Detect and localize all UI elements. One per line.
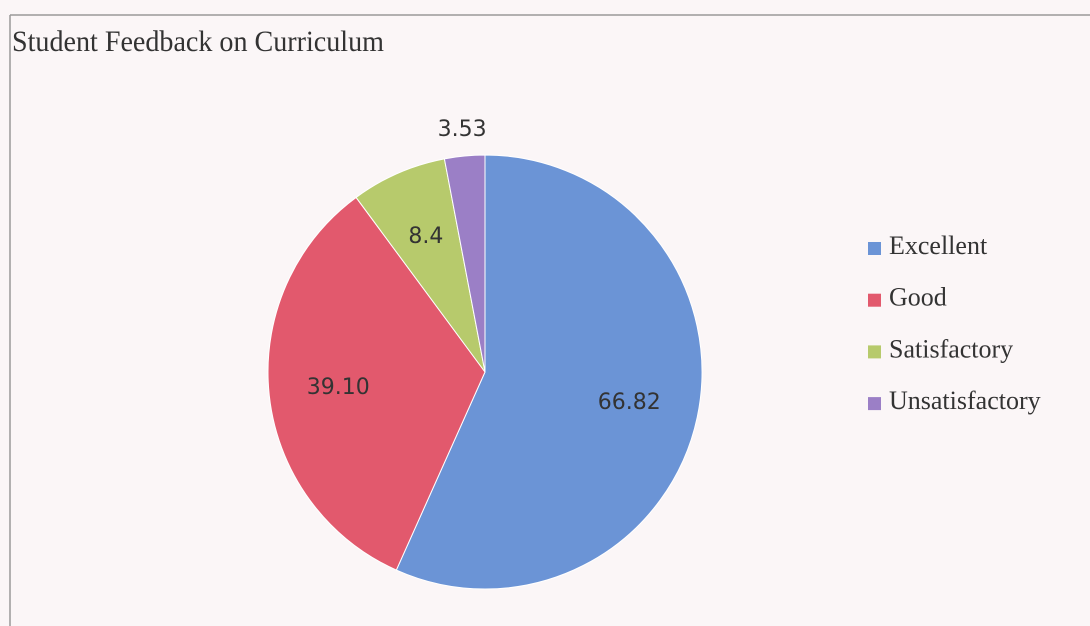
chart-title: Student Feedback on Curriculum <box>12 25 384 58</box>
legend-label: Excellent <box>889 231 988 260</box>
data-label: 66.82 <box>598 390 661 415</box>
data-label: 3.53 <box>438 117 487 142</box>
legend-label: Satisfactory <box>889 334 1013 363</box>
pie-slice <box>443 154 486 373</box>
data-label: 39.10 <box>307 375 370 400</box>
legend-swatch <box>868 345 881 359</box>
legend-swatch <box>868 242 881 255</box>
legend-swatch <box>868 293 881 307</box>
legend-label: Unsatisfactory <box>889 386 1041 415</box>
data-label: 8.4 <box>408 224 443 249</box>
legend-swatch <box>868 397 881 411</box>
pie-slice <box>267 196 486 571</box>
legend-label: Good <box>889 283 947 312</box>
pie-slice <box>395 154 703 590</box>
